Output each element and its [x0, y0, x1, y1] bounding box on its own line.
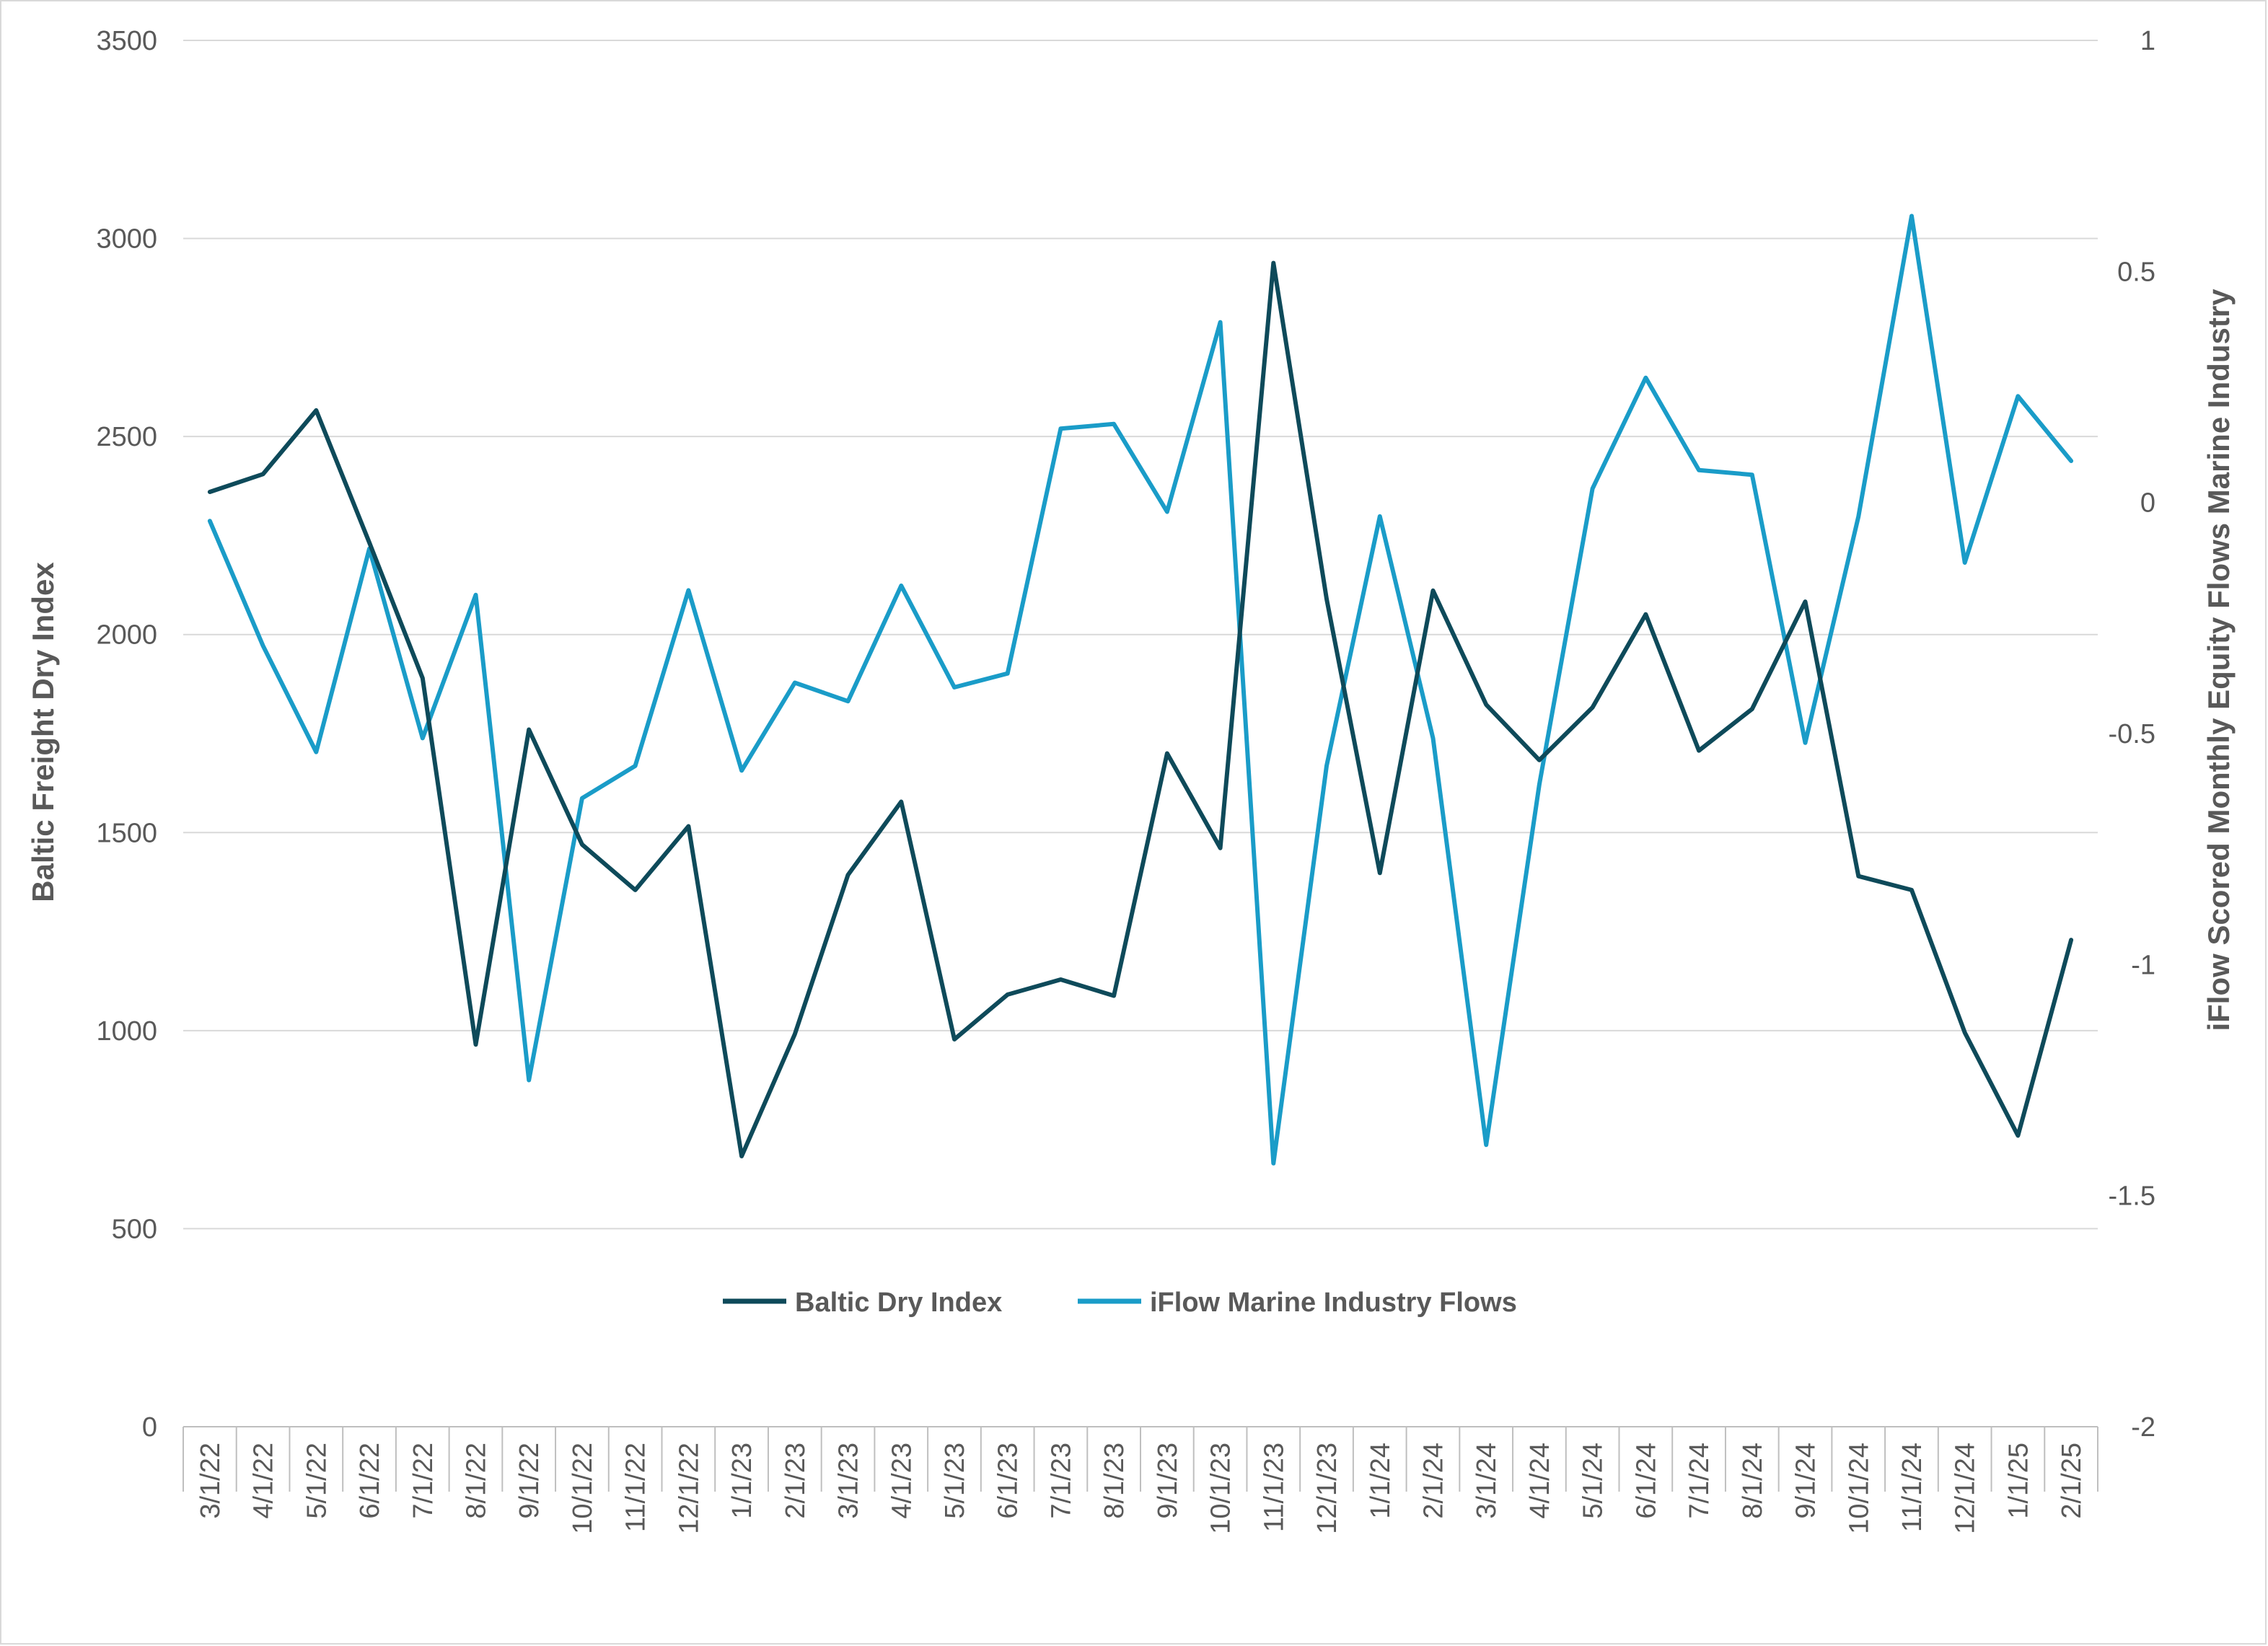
x-tick-label: 1/1/25: [2003, 1443, 2034, 1519]
series-line-baltic-dry-index: [207, 260, 2074, 1158]
x-tick-label: 8/1/24: [1738, 1443, 1768, 1519]
x-tick-label: 5/1/24: [1578, 1443, 1609, 1519]
x-tick-label: 5/1/23: [940, 1443, 970, 1519]
x-tick-label: 3/1/22: [195, 1443, 226, 1519]
legend-label-baltic-dry-index: Baltic Dry Index: [795, 1288, 1002, 1318]
left-y-tick-label: 2500: [96, 422, 157, 452]
left-y-tick-label: 1500: [96, 818, 157, 848]
x-tick-label: 12/1/22: [674, 1443, 704, 1534]
x-tick-label: 11/1/24: [1897, 1443, 1928, 1532]
x-tick-label: 8/1/23: [1099, 1443, 1130, 1519]
legend: Baltic Dry Index iFlow Marine Industry F…: [723, 1288, 1517, 1318]
series-lines: [207, 214, 2074, 1166]
right-y-tick-label: -1: [2131, 950, 2155, 980]
x-tick-label: 3/1/24: [1472, 1443, 1502, 1519]
x-tick-label: 7/1/24: [1684, 1443, 1715, 1519]
x-tick-label: 3/1/23: [834, 1443, 864, 1519]
left-y-tick-label: 2000: [96, 620, 157, 651]
left-y-axis-ticks: 0 500 1000 1500 2000 2500 3000 3500: [96, 26, 157, 1443]
x-tick-label: 2/1/23: [781, 1443, 811, 1519]
x-tick-label: 4/1/22: [249, 1443, 279, 1519]
right-y-tick-label: -2: [2131, 1412, 2155, 1443]
right-y-tick-label: 0: [2140, 488, 2155, 519]
legend-label-iflow-marine-industry-flows: iFlow Marine Industry Flows: [1150, 1288, 1517, 1318]
x-tick-label: 1/1/23: [727, 1443, 757, 1519]
x-tick-label: 4/1/23: [887, 1443, 917, 1519]
right-y-tick-label: -0.5: [2109, 719, 2155, 749]
right-y-tick-label: 1: [2140, 26, 2155, 56]
right-y-axis-title: iFlow Scored Monthly Equity Flows Marine…: [2202, 289, 2236, 1031]
right-y-axis-ticks: -2 -1.5 -1 -0.5 0 0.5 1: [2109, 26, 2155, 1443]
left-y-tick-label: 0: [142, 1412, 157, 1443]
x-tick-label: 11/1/23: [1259, 1443, 1289, 1532]
x-tick-label: 10/1/22: [568, 1443, 598, 1534]
right-y-tick-label: 0.5: [2117, 257, 2155, 287]
x-tick-label: 11/1/22: [621, 1443, 651, 1532]
gridlines: [183, 40, 2098, 1230]
left-y-tick-label: 3500: [96, 26, 157, 56]
x-tick-label: 12/1/24: [1951, 1443, 1981, 1534]
x-tick-label: 7/1/22: [408, 1443, 439, 1519]
x-tick-label: 6/1/22: [355, 1443, 385, 1519]
left-y-tick-label: 500: [112, 1214, 157, 1244]
x-tick-label: 7/1/23: [1046, 1443, 1076, 1519]
x-tick-label: 10/1/23: [1206, 1443, 1236, 1534]
left-y-tick-label: 3000: [96, 224, 157, 255]
x-tick-label: 8/1/22: [461, 1443, 491, 1519]
x-axis: 3/1/22 4/1/22 5/1/22 6/1/22 7/1/22 8/1/22 9/1/…: [183, 1426, 2098, 1534]
x-tick-label: 4/1/24: [1525, 1443, 1555, 1519]
x-tick-label: 2/1/24: [1418, 1443, 1449, 1519]
x-tick-label: 6/1/24: [1631, 1443, 1661, 1519]
x-tick-label: 9/1/22: [514, 1443, 545, 1519]
x-tick-label: 1/1/24: [1366, 1443, 1396, 1519]
x-tick-label: 9/1/23: [1153, 1443, 1183, 1519]
x-tick-label: 5/1/22: [302, 1443, 332, 1519]
x-tick-label: 12/1/23: [1312, 1443, 1342, 1534]
series-line-iflow-marine-industry-flows: [207, 214, 2074, 1166]
x-tick-label: 10/1/24: [1844, 1443, 1874, 1534]
x-tick-label: 2/1/25: [2057, 1443, 2087, 1519]
x-tick-label: 9/1/24: [1791, 1443, 1821, 1519]
right-y-tick-label: -1.5: [2109, 1181, 2155, 1212]
left-y-axis-title: Baltic Freight Dry Index: [26, 562, 60, 902]
x-tick-label: 6/1/23: [993, 1443, 1024, 1519]
left-y-tick-label: 1000: [96, 1016, 157, 1047]
